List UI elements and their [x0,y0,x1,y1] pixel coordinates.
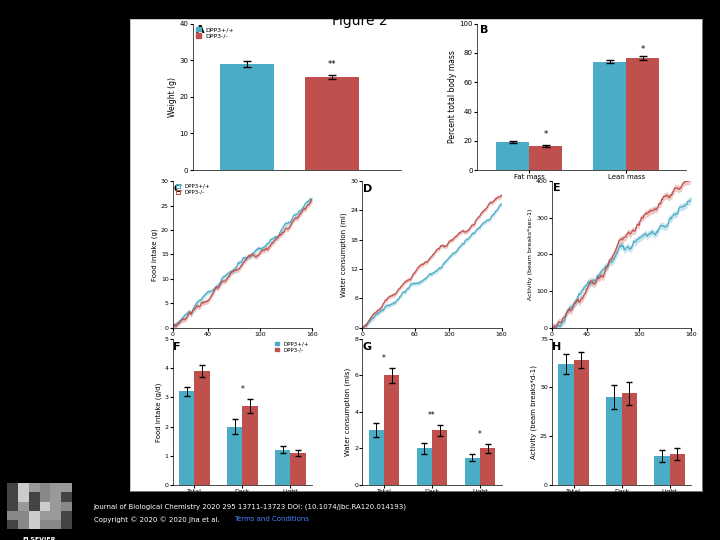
Bar [40,502,50,511]
Text: **: ** [428,410,436,420]
Y-axis label: Food intake (g/d): Food intake (g/d) [156,382,162,442]
Y-axis label: Weight (g): Weight (g) [168,77,176,117]
Bar [305,77,359,170]
Text: Journal of Biological Chemistry 2020 295 13711-13723 DOI: (10.1074/jbc.RA120.014: Journal of Biological Chemistry 2020 295… [94,503,407,510]
Bar [40,511,50,520]
Bar [50,492,61,502]
Bar [61,511,72,520]
Bar [243,406,258,485]
Bar [50,511,61,520]
X-axis label: Time (h): Time (h) [228,338,257,345]
Bar [40,483,50,492]
Legend: DPP3+/+, DPP3-/-: DPP3+/+, DPP3-/- [275,341,309,352]
Bar [480,449,495,485]
Bar [179,392,194,485]
Text: *: * [640,45,644,54]
Bar [61,483,72,492]
Bar [290,453,306,485]
Bar [29,511,40,520]
Text: C: C [174,184,181,193]
Bar [61,520,72,529]
Bar [40,520,50,529]
Bar [50,520,61,529]
Y-axis label: Percent total body mass: Percent total body mass [448,50,456,143]
Text: *: * [240,384,244,394]
Bar [558,364,574,485]
Bar [432,430,447,485]
Bar [18,483,29,492]
Bar [670,454,685,485]
Bar [29,492,40,502]
Text: *: * [544,130,548,139]
Legend: DPP3+/+, DPP3-/-: DPP3+/+, DPP3-/- [176,184,210,195]
Bar [50,502,61,511]
Bar [384,375,400,485]
Text: D: D [364,184,372,193]
Bar [18,520,29,529]
Bar [29,520,40,529]
Text: G: G [362,342,372,352]
Bar [574,360,589,485]
Bar [593,62,626,170]
Bar [220,64,274,170]
Text: A: A [196,25,204,36]
Text: Terms and Conditions: Terms and Conditions [234,516,309,522]
Bar [18,511,29,520]
Bar [50,483,61,492]
Bar [417,449,432,485]
X-axis label: Time (h): Time (h) [418,338,446,345]
Y-axis label: Activity (beam breaks*d-1): Activity (beam breaks*d-1) [531,365,537,459]
Y-axis label: Food intake (g): Food intake (g) [151,228,158,281]
X-axis label: Time(h): Time(h) [608,338,635,345]
Bar [275,450,290,485]
Text: H: H [552,342,562,352]
Bar [7,483,18,492]
Bar [496,142,529,170]
Text: *: * [382,354,386,363]
Y-axis label: Activity (beam breaks*sec-1): Activity (beam breaks*sec-1) [528,208,534,300]
Bar [194,371,210,485]
Bar [529,146,562,170]
Bar [606,397,621,485]
Bar [29,483,40,492]
Bar [626,58,659,170]
Text: B: B [480,25,488,35]
Bar [29,502,40,511]
Bar [7,511,18,520]
Bar [464,457,480,485]
Text: *: * [478,430,482,439]
Text: Figure 2: Figure 2 [332,14,388,28]
Bar [61,502,72,511]
Text: Copyright © 2020 © 2020 Jha et al.: Copyright © 2020 © 2020 Jha et al. [94,516,224,523]
Bar [18,492,29,502]
Bar [7,520,18,529]
Bar [18,502,29,511]
Text: F: F [173,342,181,352]
Bar [621,393,637,485]
Y-axis label: Water consumption (ml): Water consumption (ml) [341,212,348,296]
Text: ELSEVIER: ELSEVIER [23,537,56,540]
Bar [369,430,384,485]
Bar [654,456,670,485]
Text: **: ** [328,60,336,69]
Y-axis label: Water consumption (mls): Water consumption (mls) [345,368,351,456]
Bar [61,492,72,502]
Bar [227,427,243,485]
Bar [40,492,50,502]
Bar [7,492,18,502]
Bar [7,502,18,511]
Legend: DPP3+/+, DPP3-/-: DPP3+/+, DPP3-/- [196,27,235,39]
Text: E: E [553,183,560,193]
